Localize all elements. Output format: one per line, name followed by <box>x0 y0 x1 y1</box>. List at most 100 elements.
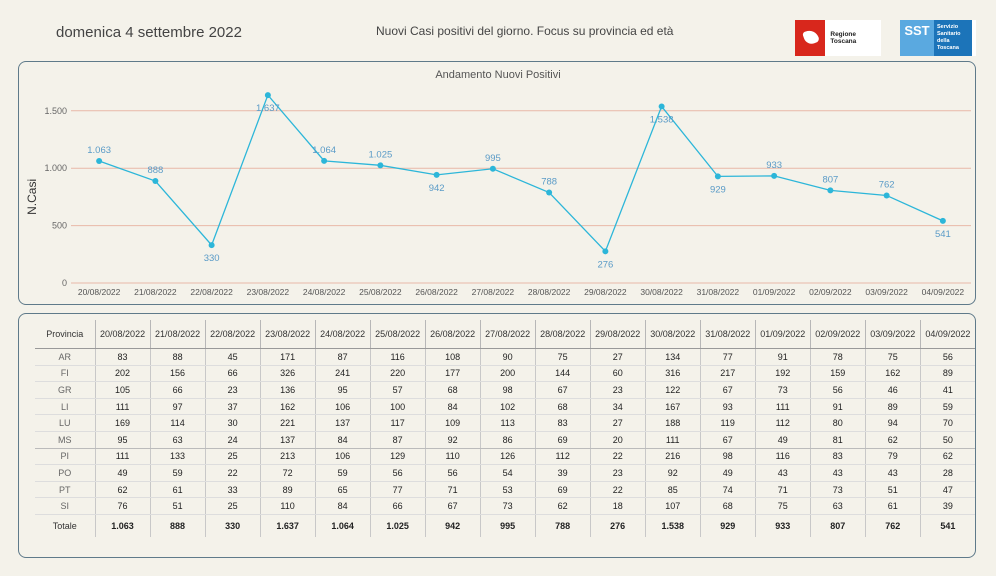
value-cell: 62 <box>535 497 591 515</box>
value-cell: 91 <box>755 348 811 366</box>
x-tick-label: 26/08/2022 <box>415 287 458 297</box>
value-cell: 23 <box>590 464 646 482</box>
value-cell: 807 <box>810 513 866 537</box>
value-cell: 995 <box>480 513 536 537</box>
value-cell: 54 <box>480 464 536 482</box>
value-cell: 1.063 <box>95 513 151 537</box>
value-cell: 888 <box>150 513 206 537</box>
value-cell: 88 <box>150 348 206 366</box>
value-cell: 67 <box>535 381 591 399</box>
data-point <box>546 189 553 196</box>
value-cell: 43 <box>865 464 921 482</box>
column-header-date: 22/08/2022 <box>205 320 261 349</box>
value-cell: 71 <box>755 481 811 499</box>
table-row: AR 83 88 45 171 87 116 108 90 75 27 134 77 91 78 75 56 <box>35 348 975 366</box>
value-cell: 22 <box>590 481 646 499</box>
table-header-row: Provincia 20/08/2022 21/08/2022 22/08/2022 2… <box>35 320 975 349</box>
province-cell: PI <box>35 448 96 466</box>
column-header-date: 28/08/2022 <box>535 320 591 349</box>
value-cell: 137 <box>315 414 371 432</box>
value-cell: 57 <box>370 381 426 399</box>
sst-mark: SST <box>900 20 934 56</box>
column-header-provincia: Provincia <box>35 320 96 349</box>
data-label: 541 <box>935 229 951 240</box>
province-cell: AR <box>35 348 96 366</box>
value-cell: 69 <box>535 481 591 499</box>
value-cell: 25 <box>205 497 261 515</box>
value-cell: 116 <box>370 348 426 366</box>
sst-text: Servizio Sanitario della Toscana <box>934 20 972 56</box>
data-point <box>602 248 609 255</box>
value-cell: 122 <box>645 381 701 399</box>
value-cell: 79 <box>865 448 921 466</box>
data-label: 929 <box>710 184 726 195</box>
value-cell: 217 <box>700 365 756 383</box>
value-cell: 61 <box>150 481 206 499</box>
data-point <box>96 157 103 164</box>
x-tick-label: 31/08/2022 <box>697 287 740 297</box>
y-tick-label: 1.500 <box>44 106 67 116</box>
value-cell: 188 <box>645 414 701 432</box>
province-cell: LI <box>35 398 96 416</box>
value-cell: 113 <box>480 414 536 432</box>
column-header-date: 26/08/2022 <box>425 320 481 349</box>
value-cell: 77 <box>370 481 426 499</box>
report-date: domenica 4 settembre 2022 <box>56 24 242 41</box>
province-cell: FI <box>35 365 96 383</box>
regione-toscana-logo: Regione Toscana <box>795 20 881 56</box>
x-tick-label: 24/08/2022 <box>303 287 346 297</box>
y-tick-label: 0 <box>62 278 67 288</box>
data-point <box>714 173 721 180</box>
data-point <box>433 171 440 178</box>
value-cell: 97 <box>150 398 206 416</box>
table-total-row: Totale 1.063 888 330 1.637 1.064 1.025 942 995 78… <box>35 513 975 537</box>
value-cell: 126 <box>480 448 536 466</box>
value-cell: 136 <box>260 381 316 399</box>
value-cell: 213 <box>260 448 316 466</box>
value-cell: 942 <box>425 513 481 537</box>
value-cell: 159 <box>810 365 866 383</box>
x-tick-label: 27/08/2022 <box>472 287 515 297</box>
data-point <box>208 242 215 249</box>
value-cell: 1.025 <box>370 513 426 537</box>
value-cell: 22 <box>205 464 261 482</box>
value-cell: 69 <box>535 431 591 449</box>
value-cell: 112 <box>755 414 811 432</box>
data-label: 1.538 <box>650 114 674 125</box>
value-cell: 89 <box>260 481 316 499</box>
value-cell: 62 <box>920 448 975 466</box>
value-cell: 177 <box>425 365 481 383</box>
chart-title: Andamento Nuovi Positivi <box>435 69 560 81</box>
x-tick-label: 21/08/2022 <box>134 287 177 297</box>
table-row: LI 111 97 37 162 106 100 84 102 68 34 167 93 111 91 89 5… <box>35 398 975 416</box>
value-cell: 73 <box>480 497 536 515</box>
value-cell: 105 <box>95 381 151 399</box>
value-cell: 144 <box>535 365 591 383</box>
value-cell: 23 <box>205 381 261 399</box>
column-header-date: 25/08/2022 <box>370 320 426 349</box>
value-cell: 192 <box>755 365 811 383</box>
value-cell: 202 <box>95 365 151 383</box>
data-point <box>771 172 778 179</box>
value-cell: 67 <box>700 381 756 399</box>
x-tick-label: 01/09/2022 <box>753 287 796 297</box>
pegasus-icon <box>795 20 826 56</box>
value-cell: 156 <box>150 365 206 383</box>
data-point <box>321 157 328 164</box>
column-header-date: 30/08/2022 <box>645 320 701 349</box>
value-cell: 93 <box>700 398 756 416</box>
value-cell: 30 <box>205 414 261 432</box>
value-cell: 62 <box>865 431 921 449</box>
value-cell: 65 <box>315 481 371 499</box>
province-cell: PT <box>35 481 96 499</box>
column-header-date: 31/08/2022 <box>700 320 756 349</box>
table-row: PT 62 61 33 89 65 77 71 53 69 22 85 74 71 73 51 47 <box>35 481 975 499</box>
value-cell: 66 <box>205 365 261 383</box>
table-row: SI 76 51 25 110 84 66 67 73 62 18 107 68 75 63 61 39 <box>35 497 975 515</box>
header: domenica 4 settembre 2022 Nuovi Casi pos… <box>0 0 996 60</box>
value-cell: 84 <box>315 431 371 449</box>
value-cell: 77 <box>700 348 756 366</box>
value-cell: 316 <box>645 365 701 383</box>
province-cell: MS <box>35 431 96 449</box>
sst-logo: SST Servizio Sanitario della Toscana <box>900 20 976 56</box>
